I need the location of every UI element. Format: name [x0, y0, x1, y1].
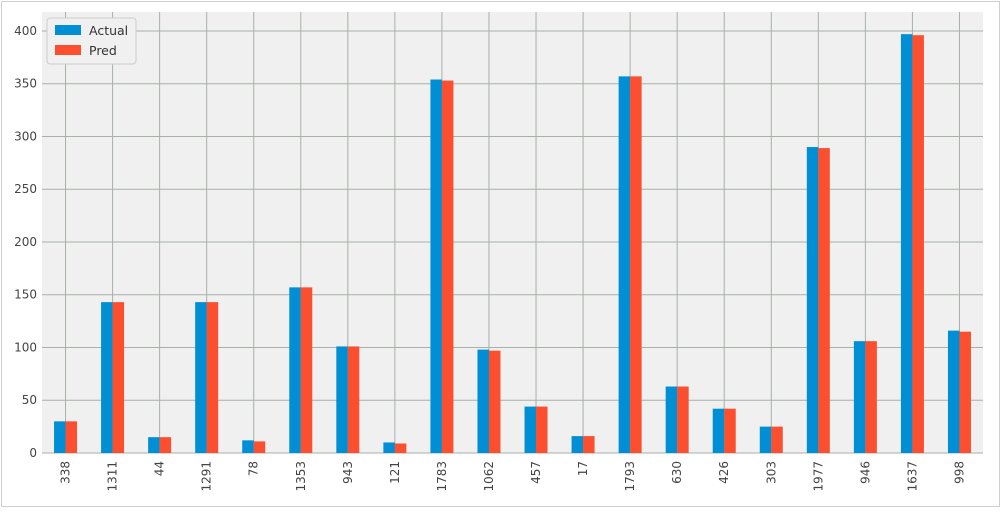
x-tick-label: 943: [341, 461, 355, 484]
bar-pred-338: [65, 421, 78, 453]
x-tick-label: 338: [59, 461, 73, 484]
bar-pred-17: [583, 436, 595, 453]
bar-actual-943: [336, 346, 348, 453]
bar-pred-78: [253, 441, 266, 453]
bar-pred-946: [865, 341, 877, 453]
x-tick-label: 17: [576, 461, 590, 476]
bar-actual-78: [242, 440, 254, 453]
bar-pred-1291: [206, 302, 219, 453]
bar-pred-1977: [818, 148, 830, 453]
bar-actual-998: [947, 330, 960, 453]
x-tick-label: 1311: [106, 461, 120, 492]
bar-pred-426: [724, 408, 736, 453]
x-tick-label: 78: [247, 461, 261, 476]
x-tick-label: 1793: [623, 461, 637, 492]
bar-pred-1637: [912, 35, 924, 454]
y-tick-label: 200: [14, 235, 37, 249]
bar-actual-1353: [289, 287, 301, 453]
bar-pred-457: [536, 406, 548, 453]
bar-actual-303: [759, 426, 772, 453]
bar-pred-943: [347, 346, 360, 453]
bar-actual-121: [383, 442, 395, 453]
legend: Actual Pred: [46, 17, 137, 65]
y-tick-label: 350: [14, 77, 37, 91]
bar-actual-1311: [101, 302, 113, 453]
y-tick-label: 300: [14, 129, 37, 143]
bar-actual-457: [524, 406, 537, 453]
x-tick-label: 630: [670, 461, 684, 484]
x-tick-label: 457: [529, 461, 543, 484]
bar-actual-338: [54, 421, 66, 453]
x-tick-label: 121: [388, 461, 402, 484]
bar-pred-121: [394, 443, 407, 453]
legend-label-actual: Actual: [89, 23, 128, 38]
y-tick-label: 400: [14, 24, 37, 38]
plot-area: [42, 12, 983, 453]
bar-actual-1977: [806, 147, 819, 453]
x-tick-label: 1637: [905, 461, 919, 492]
x-tick-label: 998: [952, 461, 966, 484]
x-tick-label: 1977: [811, 461, 825, 492]
bar-actual-44: [148, 437, 160, 453]
bar-pred-1311: [112, 302, 125, 453]
x-tick-label: 303: [764, 461, 778, 484]
bar-actual-1291: [195, 302, 207, 453]
bar-actual-1062: [477, 349, 489, 453]
bar-actual-17: [571, 436, 584, 453]
x-tick-label: 44: [153, 461, 167, 476]
bar-actual-426: [712, 408, 725, 453]
y-tick-label: 50: [22, 393, 37, 407]
bar-pred-630: [677, 386, 689, 453]
bar-actual-630: [665, 386, 678, 453]
bar-pred-998: [959, 331, 971, 453]
bar-pred-1793: [630, 76, 642, 454]
bar-pred-1062: [488, 350, 501, 453]
x-tick-label: 1353: [294, 461, 308, 492]
x-axis-ticks: 338 1311 44 1291 78 1353 943 121 1783 1062 457 17 17…: [59, 461, 967, 492]
legend-label-pred: Pred: [89, 43, 117, 58]
y-axis-ticks: 0 50 100 150 200 250 300 350 400: [14, 24, 37, 460]
bar-pred-1783: [441, 80, 454, 454]
x-tick-label: 946: [858, 461, 872, 484]
bars-group: [54, 34, 971, 454]
bar-pred-44: [159, 437, 172, 453]
bar-pred-303: [771, 426, 783, 453]
y-tick-label: 150: [14, 288, 37, 302]
y-tick-label: 100: [14, 340, 37, 354]
y-tick-label: 250: [14, 182, 37, 196]
x-tick-label: 1062: [482, 461, 496, 492]
bar-actual-1783: [430, 79, 442, 453]
bar-pred-1353: [300, 287, 313, 453]
legend-swatch-pred: [55, 45, 81, 55]
legend-swatch-actual: [55, 25, 81, 35]
x-tick-label: 1291: [200, 461, 214, 492]
x-tick-label: 1783: [435, 461, 449, 492]
x-tick-label: 426: [717, 461, 731, 484]
bar-actual-1637: [900, 34, 913, 453]
bar-actual-946: [853, 341, 866, 453]
y-tick-label: 0: [29, 446, 37, 460]
bar-actual-1793: [618, 76, 631, 454]
